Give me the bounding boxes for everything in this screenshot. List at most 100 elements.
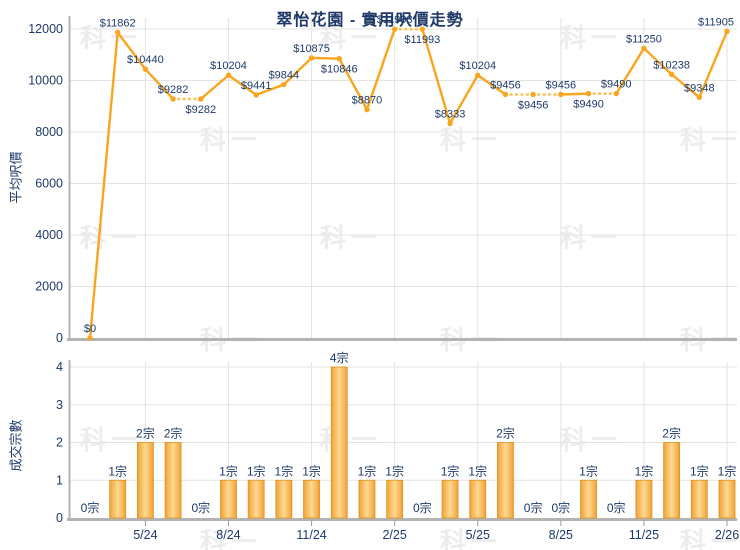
price-y-tick-label: 6000 [35,177,63,191]
x-tick-label: 5/24 [133,528,157,542]
volume-y-tick-label: 3 [56,398,63,412]
volume-bar-label: 2宗 [496,426,515,441]
price-point-label: $9490 [573,99,604,111]
price-point [391,26,398,32]
price-point-label: $9441 [241,80,272,92]
price-point [447,120,453,127]
price-line-segment [199,74,230,101]
price-point-label: $9348 [684,82,715,94]
watermark-text: 科一 [560,223,623,253]
volume-y-tick-label: 0 [56,511,63,525]
price-point-label: $8333 [435,108,466,120]
volume-bar-label: 1宗 [441,463,460,478]
volume-y-tick-label: 2 [56,436,63,450]
price-line-segment [88,31,119,340]
volume-bar-label: 0宗 [607,500,626,515]
watermark-text: 科一 [560,23,623,53]
volume-bar-label: 1宗 [275,463,294,478]
volume-bar-label: 1宗 [247,463,266,478]
watermark-text: 科一 [320,425,383,455]
watermark-text: 科一 [80,425,143,455]
volume-y-tick-label: 4 [56,360,63,374]
price-point [198,96,204,102]
price-point [364,106,370,113]
price-line-segment [476,74,507,96]
price-point-label: $10440 [127,54,164,66]
volume-bar-label: 2宗 [662,426,681,441]
price-point [558,91,564,98]
x-tick-label: 11/25 [629,528,659,542]
watermark-text: 科一 [680,527,740,550]
watermark-text: 科一 [320,223,383,253]
volume-bar [247,479,265,519]
price-point [87,335,93,341]
price-line-segment [615,47,646,95]
price-point-label: $9456 [490,80,521,92]
price-point-label: $0 [84,323,96,335]
chart-title: 翠怡花園 - 實用呎價走勢 [276,12,464,29]
volume-y-tick-label: 1 [56,473,63,487]
price-line-segment [642,47,673,76]
volume-bar [497,442,514,519]
price-point-label: $10204 [210,60,247,72]
price-point [696,94,703,100]
x-tick-label: 5/25 [466,528,490,542]
watermark-text: 科一 [440,125,503,155]
volume-bar [330,366,348,519]
price-line-segment [670,73,701,99]
price-point-label: $8870 [352,95,383,107]
volume-bar-label: 1宗 [385,463,404,478]
volume-bar [718,479,736,519]
volume-bar-label: 0宗 [81,500,100,515]
volume-bar-label: 4宗 [330,350,349,365]
price-y-tick-label: 8000 [35,125,63,139]
price-point [114,29,121,36]
price-point-label: $9456 [546,80,577,92]
volume-bar-label: 0宗 [413,500,432,515]
price-point-label: $11905 [698,16,734,28]
price-point-label: $11250 [626,33,662,45]
volume-bar-label: 1宗 [358,463,377,478]
volume-bar [386,479,404,519]
price-point [142,66,149,72]
price-line-segment [144,67,175,101]
price-point [170,96,176,102]
volume-bar [663,442,681,519]
price-point [253,92,259,98]
volume-bar [275,479,293,519]
volume-bar-label: 2宗 [164,426,183,441]
price-line-segment [116,31,147,71]
price-point [613,90,619,97]
watermark-text: 科一 [80,23,143,53]
volume-bar-label: 0宗 [191,500,210,515]
volume-bar [635,479,653,519]
price-point [724,28,730,35]
price-line-segment [421,27,452,125]
watermark-text: 科一 [440,527,503,550]
volume-bar-label: 1宗 [108,463,127,478]
x-tick-label: 2/26 [715,528,739,542]
volume-bar-label: 1宗 [718,463,737,478]
volume-bar [469,479,487,519]
price-point-label: $11993 [404,34,440,46]
volume-bar [164,442,182,519]
price-point [419,26,426,32]
volume-bar [358,479,376,519]
volume-bar [136,442,154,519]
volume-bar-label: 1宗 [302,463,321,478]
price-point [281,81,287,88]
price-point-label: $9844 [269,70,300,82]
price-point [641,45,647,52]
price-y-tick-label: 2000 [35,280,63,294]
price-point-label: $11993 [377,14,413,26]
price-point [308,55,315,61]
watermark-text: 科一 [560,425,623,455]
x-tick-label: 8/25 [549,528,573,542]
volume-bar-label: 0宗 [524,500,543,515]
volume-bar-label: 1宗 [579,463,598,478]
price-y-tick-label: 10000 [28,74,63,88]
price-line-segment [338,57,369,111]
price-line-segment [365,27,396,111]
